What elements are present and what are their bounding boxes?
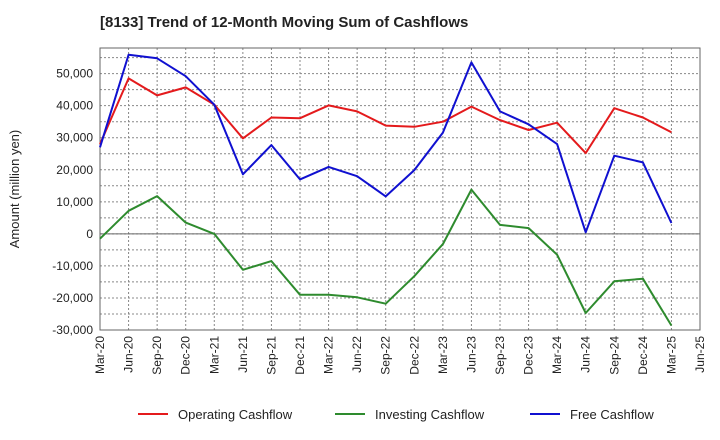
x-tick-label: Jun-24 — [579, 336, 593, 373]
x-tick-label: Jun-21 — [236, 336, 250, 373]
y-axis-title: Amount (million yen) — [7, 130, 22, 249]
x-tick-label: Sep-23 — [493, 336, 507, 375]
y-tick-label: -10,000 — [52, 259, 93, 273]
y-tick-label: -30,000 — [52, 323, 93, 337]
y-tick-label: -20,000 — [52, 291, 93, 305]
x-tick-label: Mar-25 — [664, 336, 678, 374]
x-tick-label: Dec-20 — [179, 336, 193, 375]
y-tick-label: 10,000 — [56, 195, 93, 209]
y-tick-label: 20,000 — [56, 163, 93, 177]
legend-label: Operating Cashflow — [178, 407, 293, 422]
x-tick-label: Sep-21 — [264, 336, 278, 375]
x-tick-label: Mar-22 — [322, 336, 336, 374]
x-tick-label: Jun-25 — [693, 336, 707, 373]
x-tick-label: Mar-20 — [93, 336, 107, 374]
legend-label: Free Cashflow — [570, 407, 654, 422]
y-tick-label: 40,000 — [56, 99, 93, 113]
x-tick-label: Sep-20 — [150, 336, 164, 375]
x-tick-label: Jun-20 — [122, 336, 136, 373]
x-tick-label: Jun-22 — [350, 336, 364, 373]
x-tick-label: Dec-21 — [293, 336, 307, 375]
x-tick-label: Mar-21 — [207, 336, 221, 374]
y-tick-label: 50,000 — [56, 67, 93, 81]
x-tick-label: Dec-22 — [407, 336, 421, 375]
x-tick-label: Sep-22 — [379, 336, 393, 375]
x-tick-label: Sep-24 — [607, 336, 621, 375]
x-tick-label: Dec-24 — [636, 336, 650, 375]
legend-label: Investing Cashflow — [375, 407, 485, 422]
x-tick-label: Jun-23 — [464, 336, 478, 373]
plot-border — [99, 47, 701, 331]
chart-title: [8133] Trend of 12-Month Moving Sum of C… — [100, 14, 469, 31]
y-tick-label: 30,000 — [56, 131, 93, 145]
x-tick-label: Dec-23 — [522, 336, 536, 375]
x-tick-label: Mar-24 — [550, 336, 564, 374]
y-tick-label: 0 — [86, 227, 93, 241]
x-tick-label: Mar-23 — [436, 336, 450, 374]
